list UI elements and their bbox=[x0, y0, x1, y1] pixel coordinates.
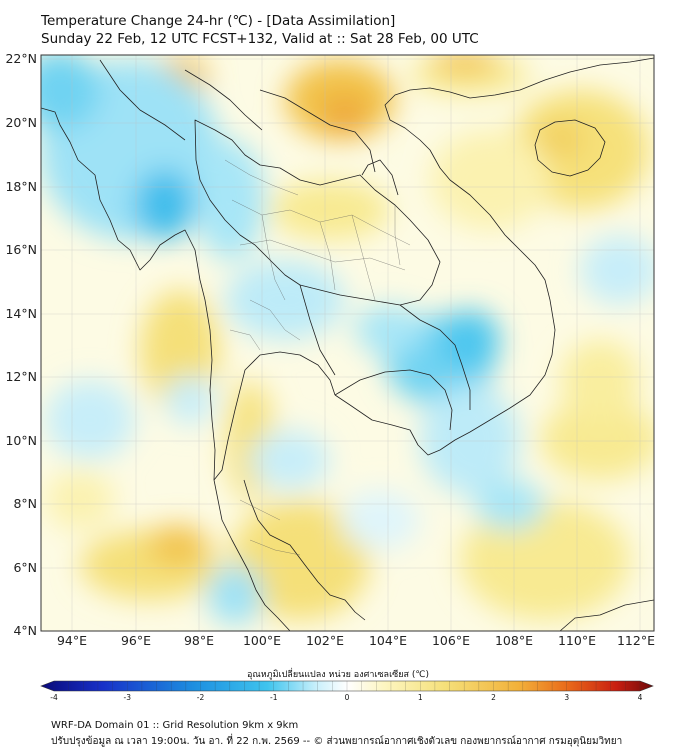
colorbar-tick-label: 2 bbox=[491, 693, 496, 702]
lon-label: 104°E bbox=[369, 633, 407, 648]
lat-label: 12°N bbox=[5, 369, 37, 384]
lon-label: 106°E bbox=[432, 633, 470, 648]
lat-label: 14°N bbox=[5, 306, 37, 321]
lon-label: 98°E bbox=[184, 633, 214, 648]
lon-label: 96°E bbox=[121, 633, 151, 648]
colorbar-tick-label: -1 bbox=[270, 693, 278, 702]
temperature-field bbox=[41, 55, 654, 631]
longitude-labels: 94°E 96°E 98°E 100°E 102°E 104°E 106°E 1… bbox=[57, 633, 655, 648]
lat-label: 4°N bbox=[13, 623, 37, 638]
latitude-labels: 22°N 20°N 18°N 16°N 14°N 12°N 10°N 8°N 6… bbox=[5, 51, 37, 638]
country-borders bbox=[41, 57, 654, 631]
lat-label: 10°N bbox=[5, 433, 37, 448]
colorbar-tick-label: -4 bbox=[50, 693, 58, 702]
map-frame bbox=[40, 54, 655, 632]
lon-label: 102°E bbox=[306, 633, 344, 648]
lon-label: 100°E bbox=[243, 633, 281, 648]
colorbar-tick-label: -3 bbox=[123, 693, 131, 702]
lon-label: 94°E bbox=[57, 633, 87, 648]
lat-label: 8°N bbox=[13, 496, 37, 511]
colorbar bbox=[40, 680, 654, 692]
footer-credit: ปรับปรุงข้อมูล ณ เวลา 19:00น. วัน อา. ที… bbox=[51, 736, 623, 747]
lat-label: 6°N bbox=[13, 560, 37, 575]
colorbar-tick-label: 1 bbox=[417, 693, 423, 702]
footer-model-info: WRF-DA Domain 01 :: Grid Resolution 9km … bbox=[51, 720, 299, 731]
colorbar-label: อุณหภูมิเปลี่ยนแปลง หน่วย องศาเซลเซียส (… bbox=[246, 670, 430, 680]
temperature-change-map: 22°N 20°N 18°N 16°N 14°N 12°N 10°N 8°N 6… bbox=[5, 51, 655, 648]
lon-label: 110°E bbox=[558, 633, 596, 648]
colorbar-tick-label: 4 bbox=[637, 693, 643, 702]
lat-label: 20°N bbox=[5, 115, 37, 130]
colorbar-tick-label: -2 bbox=[196, 693, 205, 702]
chart-title: Temperature Change 24-hr (℃) - [Data Ass… bbox=[41, 13, 396, 29]
lat-label: 22°N bbox=[5, 51, 37, 66]
lat-label: 16°N bbox=[5, 242, 37, 257]
colorbar-tick-label: 3 bbox=[564, 693, 570, 702]
colorbar-tick-label: 0 bbox=[344, 693, 350, 702]
lon-label: 112°E bbox=[617, 633, 655, 648]
colorbar-fill bbox=[40, 680, 654, 692]
lon-label: 108°E bbox=[495, 633, 533, 648]
chart-subtitle: Sunday 22 Feb, 12 UTC FCST+132, Valid at… bbox=[41, 31, 479, 47]
lat-label: 18°N bbox=[5, 179, 37, 194]
